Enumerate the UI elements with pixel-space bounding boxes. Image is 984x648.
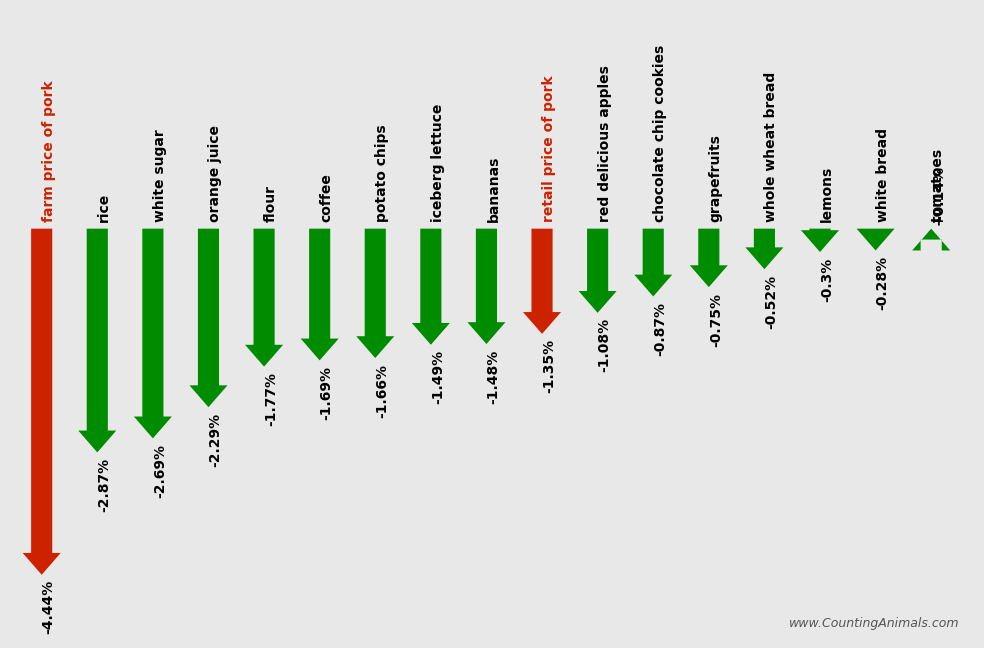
Text: -0.3%: -0.3% [820, 257, 834, 302]
Text: grapefruits: grapefruits [708, 135, 723, 222]
FancyArrow shape [79, 229, 116, 452]
Text: -1.49%: -1.49% [431, 351, 445, 404]
Text: iceberg lettuce: iceberg lettuce [431, 104, 445, 222]
Text: -1.48%: -1.48% [486, 349, 501, 404]
Text: +0.14%: +0.14% [931, 165, 946, 225]
FancyArrow shape [356, 229, 395, 358]
Text: -1.35%: -1.35% [542, 340, 556, 393]
Text: -0.87%: -0.87% [653, 302, 667, 356]
Text: white bread: white bread [876, 128, 890, 222]
Text: lemons: lemons [820, 166, 834, 222]
FancyArrow shape [635, 229, 672, 297]
FancyArrow shape [912, 229, 951, 251]
Text: retail price of pork: retail price of pork [542, 76, 556, 222]
Text: -0.28%: -0.28% [876, 256, 890, 310]
FancyArrow shape [746, 229, 783, 269]
FancyArrow shape [523, 229, 561, 334]
Text: farm price of pork: farm price of pork [41, 81, 56, 222]
Text: rice: rice [97, 193, 111, 222]
Text: red delicious apples: red delicious apples [597, 65, 612, 222]
FancyArrow shape [579, 229, 617, 313]
FancyArrow shape [690, 229, 728, 287]
Text: -1.69%: -1.69% [320, 366, 334, 420]
Text: -1.66%: -1.66% [375, 364, 390, 417]
Text: -1.08%: -1.08% [597, 318, 612, 373]
Text: -0.52%: -0.52% [765, 275, 778, 329]
Text: flour: flour [264, 185, 278, 222]
FancyArrow shape [134, 229, 172, 438]
Text: whole wheat bread: whole wheat bread [765, 72, 778, 222]
FancyArrow shape [245, 229, 283, 367]
FancyArrow shape [857, 229, 894, 251]
FancyArrow shape [301, 229, 338, 360]
Text: -2.29%: -2.29% [209, 413, 222, 467]
FancyArrow shape [801, 229, 839, 252]
FancyArrow shape [190, 229, 227, 407]
Text: -1.77%: -1.77% [264, 372, 278, 426]
Text: -4.44%: -4.44% [41, 580, 56, 634]
FancyArrow shape [467, 229, 506, 344]
Text: coffee: coffee [320, 174, 334, 222]
Text: tomatoes: tomatoes [931, 148, 946, 222]
FancyArrow shape [23, 229, 61, 575]
Text: -0.75%: -0.75% [708, 293, 723, 347]
Text: -2.69%: -2.69% [153, 444, 167, 498]
Text: www.CountingAnimals.com: www.CountingAnimals.com [788, 617, 959, 630]
FancyArrow shape [412, 229, 450, 345]
Text: orange juice: orange juice [209, 126, 222, 222]
Text: white sugar: white sugar [153, 130, 167, 222]
Text: bananas: bananas [486, 156, 501, 222]
Text: -2.87%: -2.87% [97, 458, 111, 512]
Text: chocolate chip cookies: chocolate chip cookies [653, 45, 667, 222]
Text: potato chips: potato chips [375, 125, 390, 222]
